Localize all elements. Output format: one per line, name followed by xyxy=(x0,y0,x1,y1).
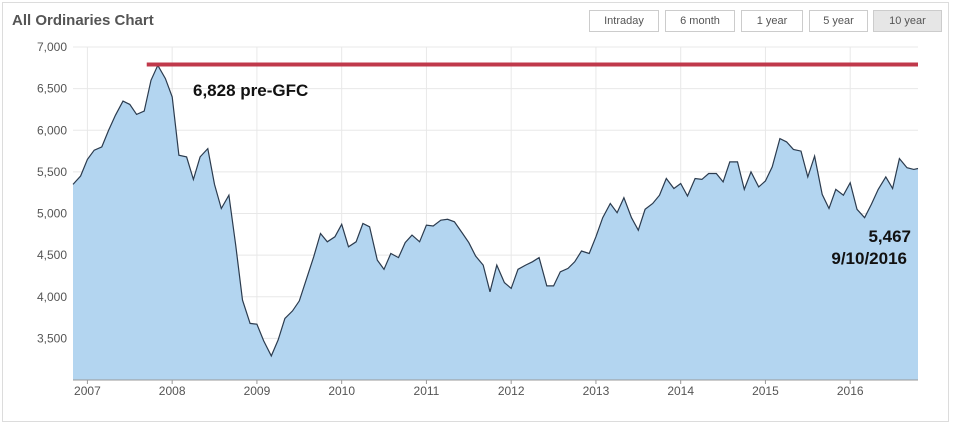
area-fill xyxy=(73,65,918,381)
y-tick-label: 4,500 xyxy=(37,248,67,262)
x-tick-label: 2008 xyxy=(159,384,186,398)
chart-title: All Ordinaries Chart xyxy=(12,12,154,29)
y-tick-label: 6,500 xyxy=(37,82,67,96)
latest-date-annotation: 9/10/2016 xyxy=(831,249,907,268)
x-tick-label: 2007 xyxy=(74,384,101,398)
series-line xyxy=(72,63,919,358)
x-tick-label: 2011 xyxy=(414,384,440,398)
y-tick-label: 4,000 xyxy=(37,290,67,304)
y-tick-label: 5,500 xyxy=(37,165,67,179)
y-tick-label: 5,000 xyxy=(37,207,67,221)
range-button-6-month[interactable]: 6 month xyxy=(665,10,735,32)
y-tick-label: 3,500 xyxy=(37,331,67,345)
x-tick-label: 2015 xyxy=(752,384,779,398)
pre-gfc-annotation: 6,828 pre-GFC xyxy=(193,81,308,100)
y-tick-label: 7,000 xyxy=(37,40,67,54)
x-tick-label: 2016 xyxy=(837,384,864,398)
time-range-selector: Intraday 6 month 1 year 5 year 10 year xyxy=(0,10,953,34)
range-button-10-year[interactable]: 10 year xyxy=(873,10,942,32)
x-tick-label: 2013 xyxy=(583,384,610,398)
x-tick-label: 2012 xyxy=(498,384,525,398)
x-tick-label: 2010 xyxy=(328,384,355,398)
y-tick-label: 6,000 xyxy=(37,123,67,137)
range-button-intraday[interactable]: Intraday xyxy=(589,10,659,32)
x-tick-label: 2009 xyxy=(244,384,271,398)
x-tick-label: 2014 xyxy=(667,384,694,398)
y-axis: 3,500 4,000 4,500 5,000 5,500 6,000 6,500 7,000 xyxy=(37,40,67,345)
latest-value-annotation: 5,467 xyxy=(868,227,911,246)
x-axis: 2007 2008 2009 2010 2011 2012 2013 2014 2015 2016 xyxy=(74,380,864,398)
range-button-1-year[interactable]: 1 year xyxy=(741,10,803,32)
range-button-5-year[interactable]: 5 year xyxy=(809,10,868,32)
